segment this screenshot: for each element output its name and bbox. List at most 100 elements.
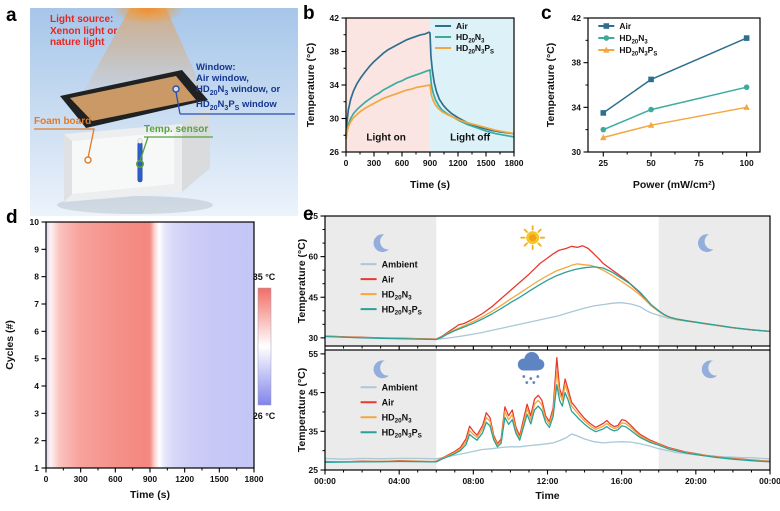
legend-label: HD20N3PS xyxy=(382,304,422,316)
y-axis-label: Temperature (°C) xyxy=(298,239,308,324)
y-tick-label: 3 xyxy=(34,408,39,418)
x-tick-label: 12:00 xyxy=(537,476,559,486)
marker-triangle xyxy=(600,134,607,141)
x-tick-label: 900 xyxy=(143,474,157,484)
x-tick-label: 75 xyxy=(694,158,704,168)
series-hd20n3 xyxy=(603,86,747,131)
y-tick-label: 30 xyxy=(309,333,319,343)
panel-label-a: a xyxy=(6,5,17,26)
y-tick-label: 10 xyxy=(30,217,40,227)
moon-icon xyxy=(373,360,392,379)
y-tick-label: 4 xyxy=(34,381,39,391)
temp-sensor-leader-line xyxy=(139,136,213,162)
legend-label: Air xyxy=(382,274,395,284)
legend-label: HD20N3 xyxy=(619,33,648,45)
panel-e-charts: 30 45 60 75 Temperature (°C) Ambient Air HD20N3… xyxy=(298,211,780,502)
y-tick-label: 75 xyxy=(309,211,319,221)
legend-label: Ambient xyxy=(382,259,418,269)
marker-square xyxy=(600,110,607,116)
x-tick-label: 16:00 xyxy=(611,476,633,486)
marker-square xyxy=(648,76,654,83)
moon-icon xyxy=(373,234,392,253)
legend-label: HD20N3PS xyxy=(382,427,422,439)
light-source-label: Light source: Xenon light or nature light xyxy=(50,14,118,48)
foam-box-side xyxy=(182,107,210,192)
y-tick-label: 9 xyxy=(34,244,39,254)
panel-label-d: d xyxy=(6,207,18,228)
legend-label: HD20N3 xyxy=(382,289,413,301)
setup-scene xyxy=(34,8,295,214)
sun-icon xyxy=(520,225,546,251)
x-tick-label: 25 xyxy=(599,158,609,168)
y-tick-label: 45 xyxy=(309,292,319,302)
x-tick-label: 300 xyxy=(367,158,381,168)
y-axis-label: Temperature (°C) xyxy=(298,368,308,453)
window-glass xyxy=(70,76,196,121)
y-tick-label: 1 xyxy=(34,463,39,473)
marker-circle xyxy=(743,84,750,91)
panel-label-c: c xyxy=(541,3,552,24)
panel-a-diagram: Light source: Xenon light or nature light … xyxy=(30,8,298,216)
foam-board-leader-line xyxy=(34,128,95,159)
annotation: Light on xyxy=(366,132,405,143)
x-axis-label: Power (mW/cm²) xyxy=(633,179,715,191)
foam-board-marker xyxy=(84,156,92,164)
light-on-region xyxy=(346,18,430,152)
rain-cloud-icon xyxy=(517,352,545,384)
marker-triangle xyxy=(603,46,610,53)
x-axis-label: Time (s) xyxy=(130,489,170,501)
x-tick-label: 1800 xyxy=(505,158,524,168)
y-tick-label: 55 xyxy=(309,349,319,359)
y-tick-label: 38 xyxy=(572,58,582,68)
x-tick-label: 600 xyxy=(395,158,409,168)
moon-icon xyxy=(697,234,716,253)
panel-d-heatmap: 0 300 600 900 1200 1500 1800 1 2 3 4 5 6 7 8 9 10 Time (s… xyxy=(4,217,276,501)
x-tick-label: 900 xyxy=(423,158,437,168)
night-region xyxy=(658,216,770,346)
y-tick-label: 5 xyxy=(34,354,39,364)
y-tick-label: 38 xyxy=(330,47,340,57)
x-tick-label: 1800 xyxy=(245,474,264,484)
series-hd20n3ps xyxy=(603,106,747,139)
series-hd20n3 xyxy=(345,69,515,139)
x-tick-label: 1200 xyxy=(449,158,468,168)
series-air xyxy=(345,31,515,136)
marker-circle xyxy=(603,35,610,41)
y-tick-label: 42 xyxy=(572,13,582,23)
panel-label-b: b xyxy=(303,3,315,24)
x-axis-label: Time xyxy=(535,490,559,502)
x-tick-label: 0 xyxy=(44,474,49,484)
temp-sensor-marker xyxy=(136,160,145,169)
panel-label-e: e xyxy=(303,204,314,225)
temp-sensor-label: Temp. sensor xyxy=(144,124,209,135)
x-tick-label: 1500 xyxy=(210,474,229,484)
window-marker xyxy=(172,85,180,93)
legend-label: Air xyxy=(382,397,395,407)
marker-triangle xyxy=(743,103,750,110)
x-tick-label: 1200 xyxy=(175,474,194,484)
x-tick-label: 600 xyxy=(108,474,122,484)
y-tick-label: 30 xyxy=(330,114,340,124)
y-axis-label: Temperature (°C) xyxy=(545,43,557,128)
y-tick-label: 26 xyxy=(330,147,340,157)
marker-triangle xyxy=(647,121,655,128)
light-off-region xyxy=(430,18,514,152)
marker-circle xyxy=(600,126,607,133)
y-axis-label: Temperature (°C) xyxy=(305,43,317,128)
window-leader-line xyxy=(175,91,295,115)
x-tick-label: 0 xyxy=(344,158,349,168)
series-hd20n3ps xyxy=(324,266,771,341)
panel-c-chart: 25 50 75 100 30 34 38 42 Power (mW/cm²) Temperatu… xyxy=(545,13,761,191)
panel-b-chart: 0 300 600 900 1200 1500 1800 26 30 34 38 42 Time (s)… xyxy=(305,13,524,191)
x-tick-label: 04:00 xyxy=(388,476,410,486)
y-tick-label: 42 xyxy=(330,13,340,23)
legend-label: Air xyxy=(619,21,632,31)
box-shadow xyxy=(57,196,213,214)
legend-label: Air xyxy=(456,21,469,31)
legend-label: HD20N3PS xyxy=(619,45,657,57)
x-tick-label: 100 xyxy=(740,158,754,168)
marker-square xyxy=(603,23,610,29)
y-axis-label: Cycles (#) xyxy=(4,320,16,370)
series-hd20n3ps xyxy=(324,384,771,463)
